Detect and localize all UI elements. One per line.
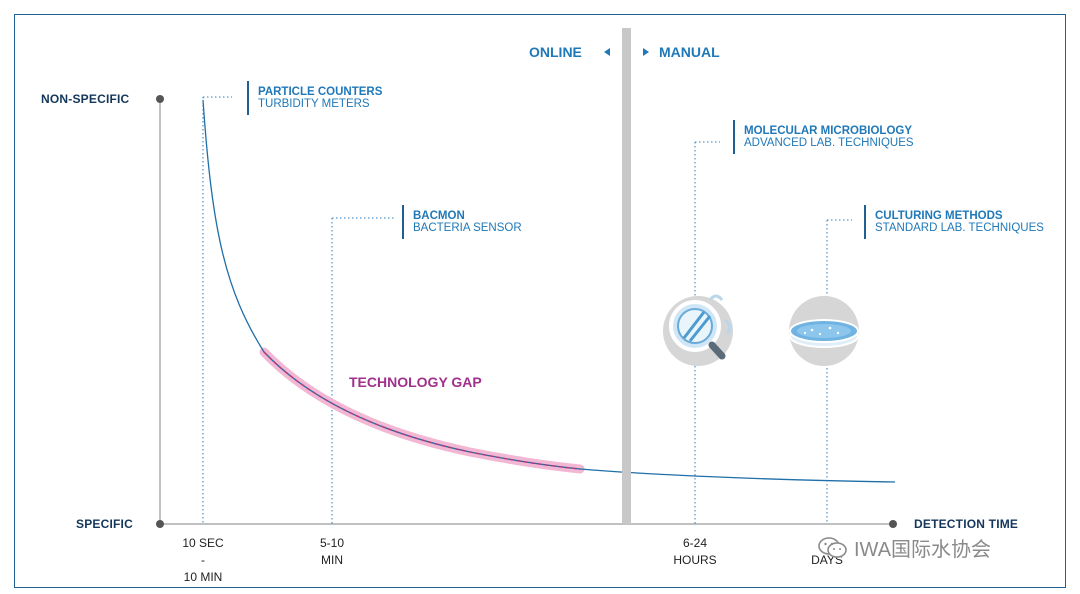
y-axis-top-dot: [156, 95, 164, 103]
annotation-title: PARTICLE COUNTERS: [258, 86, 383, 98]
annotation-bacmon: BACMON BACTERIA SENSOR: [402, 205, 522, 239]
online-manual-divider: [622, 28, 631, 524]
x-tick-label: 5-10 MIN: [319, 536, 345, 567]
x-tick-label: 10 SEC - 10 MIN: [182, 536, 224, 584]
x-tick-label: 6-24 HOURS: [673, 536, 717, 567]
y-axis-top-label: NON-SPECIFIC: [41, 92, 130, 106]
annotation-subtitle: STANDARD LAB. TECHNIQUES: [875, 222, 1044, 234]
arrow-left-icon: [604, 48, 610, 56]
annotation-subtitle: ADVANCED LAB. TECHNIQUES: [744, 137, 914, 149]
chart-frame: [14, 14, 1066, 588]
x-axis-end-dot: [889, 520, 897, 528]
online-region-label: ONLINE: [529, 44, 582, 60]
detection-curve: [202, 99, 896, 483]
x-axis-title: DETECTION TIME: [914, 517, 1019, 531]
manual-region-label: MANUAL: [659, 44, 720, 60]
annotation-subtitle: TURBIDITY METERS: [258, 98, 370, 110]
wechat-icon: [818, 536, 847, 558]
origin-dot: [156, 520, 164, 528]
y-axis-bottom-label: SPECIFIC: [76, 517, 133, 531]
technology-gap-band: [259, 347, 585, 474]
technology-gap-label: TECHNOLOGY GAP: [349, 374, 482, 390]
annotation-title: MOLECULAR MICROBIOLOGY: [744, 125, 913, 137]
annotation-molecular-microbiology: MOLECULAR MICROBIOLOGY ADVANCED LAB. TEC…: [733, 120, 914, 154]
annotation-particle-counters: PARTICLE COUNTERS TURBIDITY METERS: [247, 81, 382, 115]
watermark-text: IWA国际水协会: [854, 539, 992, 561]
annotation-subtitle: BACTERIA SENSOR: [413, 222, 522, 234]
technology-gap-dashes: [263, 351, 581, 470]
microscope-slide-magnifier-icon: [663, 294, 733, 366]
annotation-culturing-methods: CULTURING METHODS STANDARD LAB. TECHNIQU…: [864, 205, 1044, 239]
petri-dish-icon: [789, 296, 859, 366]
watermark: IWA国际水协会: [818, 533, 991, 562]
annotation-title: BACMON: [413, 210, 465, 222]
arrow-right-icon: [643, 48, 649, 56]
annotation-title: CULTURING METHODS: [875, 210, 1003, 222]
